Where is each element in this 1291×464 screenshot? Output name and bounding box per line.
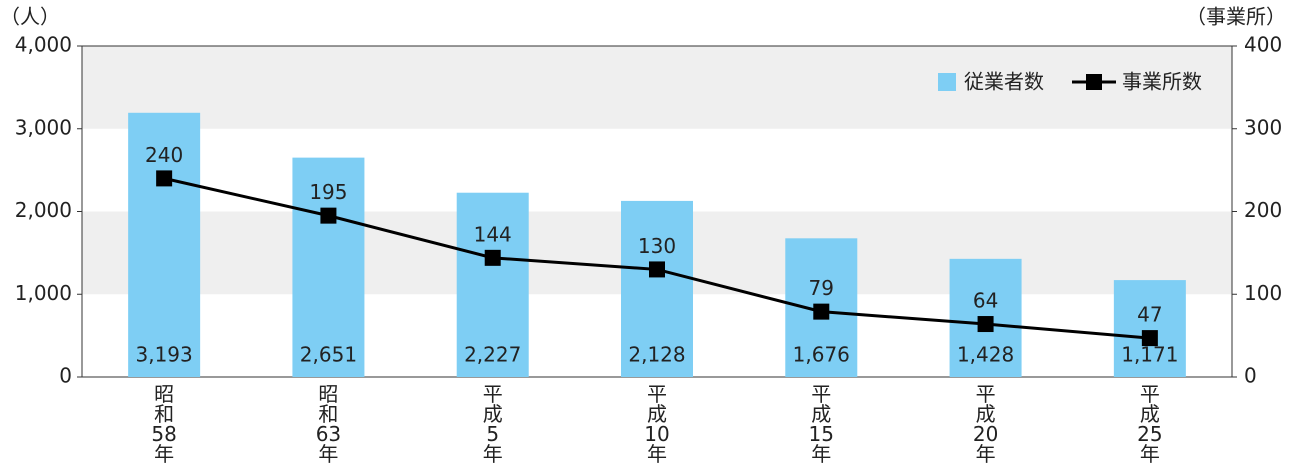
- line-marker: [977, 316, 994, 333]
- bar: [292, 157, 365, 377]
- line-value-label: 79: [809, 276, 834, 300]
- bar: [621, 200, 693, 377]
- bar-value-label: 1,171: [1121, 343, 1178, 367]
- y2-axis-label: （事業所）: [1186, 5, 1286, 29]
- x-tick-label: 平成 20 年: [973, 382, 998, 464]
- y-axis-label: （人）: [0, 5, 60, 29]
- legend-swatch: [938, 73, 956, 91]
- legend-marker: [1086, 74, 1102, 90]
- x-tick-label: 平成 15 年: [809, 382, 834, 464]
- bar: [128, 112, 201, 378]
- legend-label: 事業所数: [1122, 70, 1202, 94]
- y-tick-label: 0: [59, 364, 72, 388]
- bar-value-label: 1,428: [957, 343, 1014, 367]
- line-marker: [813, 303, 830, 320]
- x-tick-label: 平成 10 年: [644, 382, 669, 464]
- line-value-label: 195: [309, 180, 347, 204]
- y2-tick-label: 400: [1244, 33, 1282, 57]
- bar: [1113, 280, 1186, 377]
- y-tick-label: 3,000: [15, 115, 72, 139]
- y2-tick-label: 200: [1244, 198, 1282, 222]
- bar: [456, 192, 529, 377]
- line-value-label: 144: [474, 222, 512, 246]
- x-tick-label: 昭和 63 年: [316, 382, 341, 464]
- bar-value-label: 2,128: [628, 343, 685, 367]
- bar-value-label: 2,651: [300, 343, 357, 367]
- line-marker: [649, 261, 665, 278]
- bar-value-label: 2,227: [464, 343, 521, 367]
- line-marker: [156, 170, 173, 187]
- x-tick-label: 昭和 58 年: [151, 382, 176, 464]
- line-value-label: 47: [1137, 303, 1162, 327]
- bar-value-label: 3,193: [136, 343, 193, 367]
- y2-tick-label: 0: [1244, 364, 1257, 388]
- x-tick-label: 平成 25 年: [1137, 382, 1162, 464]
- x-tick-label: 平成 5 年: [483, 382, 503, 464]
- line-value-label: 64: [973, 289, 998, 313]
- line-marker: [1141, 330, 1158, 347]
- line-marker: [320, 207, 337, 224]
- line-marker: [484, 249, 501, 266]
- line-value-label: 130: [638, 234, 676, 258]
- y-tick-label: 2,000: [15, 198, 72, 222]
- y-tick-label: 1,000: [15, 281, 72, 305]
- legend-label: 従業者数: [964, 70, 1044, 94]
- line-value-label: 240: [145, 143, 183, 167]
- y2-tick-label: 100: [1244, 281, 1282, 305]
- y2-tick-label: 300: [1244, 115, 1282, 139]
- bar-value-label: 1,676: [793, 343, 850, 367]
- y-tick-label: 4,000: [15, 33, 72, 57]
- grid-band: [82, 46, 1232, 129]
